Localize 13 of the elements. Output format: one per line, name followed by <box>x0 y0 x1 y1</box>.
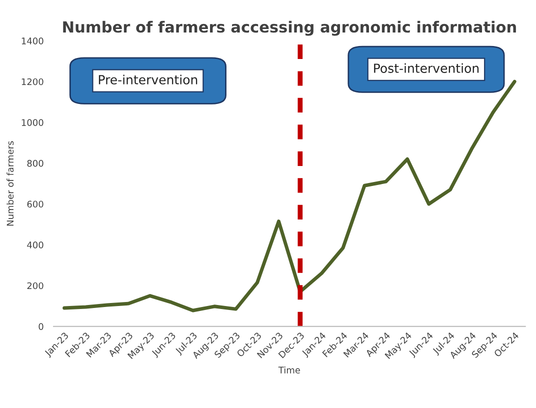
y-tick-label: 1200 <box>22 78 44 86</box>
y-tick-label: 600 <box>27 200 44 208</box>
annotation: Pre-intervention <box>98 74 198 84</box>
x-axis-title: Time <box>278 366 300 374</box>
y-axis-title: Number of farmers <box>6 141 14 226</box>
annotation: Post-intervention <box>374 63 479 73</box>
chart-title: Number of farmers accessing agronomic information <box>63 20 516 36</box>
y-tick-label: 1400 <box>22 38 44 44</box>
y-tick-label: 0 <box>38 323 44 330</box>
y-tick-label: 400 <box>27 242 44 248</box>
y-tick-label: 1000 <box>22 119 44 126</box>
y-tick-label: 800 <box>27 160 44 167</box>
y-tick-label: 200 <box>27 282 44 290</box>
